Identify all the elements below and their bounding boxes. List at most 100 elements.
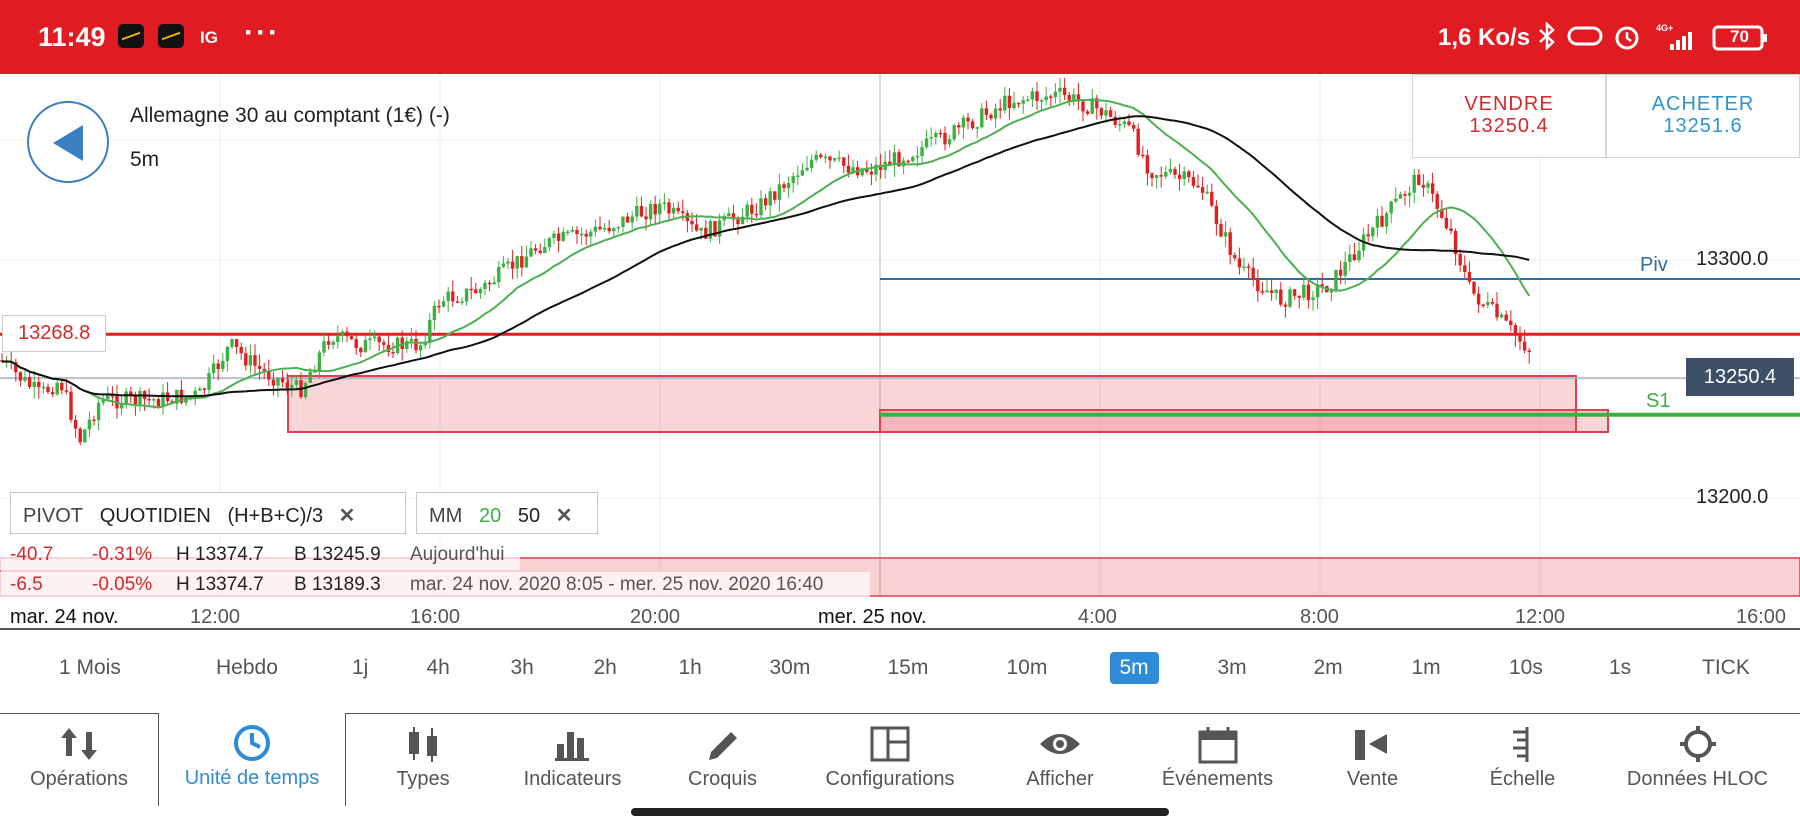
- timeframe-3h[interactable]: 3h: [510, 656, 534, 679]
- candle-body: [556, 233, 561, 241]
- candlestick-series: [0, 77, 1531, 446]
- candle-body: [635, 205, 639, 217]
- candle-body: [483, 282, 487, 290]
- toolbar-evenements[interactable]: Événements: [1140, 714, 1295, 806]
- timeframe-10s[interactable]: 10s: [1509, 656, 1543, 679]
- candle-body: [888, 161, 892, 166]
- moving-average-20: [1, 98, 1531, 409]
- candle-body: [1150, 173, 1154, 179]
- candle-body: [612, 228, 616, 232]
- timeframe-1m[interactable]: 1m: [1411, 656, 1441, 679]
- timeframe-tick[interactable]: TICK: [1702, 656, 1750, 679]
- candle-body: [878, 164, 883, 170]
- timeframe-1-mois[interactable]: 1 Mois: [59, 656, 121, 679]
- crosshair-icon: [1679, 726, 1716, 762]
- time-label: 16:00: [410, 606, 461, 628]
- toolbar-indicateurs[interactable]: Indicateurs: [500, 714, 645, 806]
- candle-body: [1426, 183, 1430, 188]
- candle-body: [1210, 191, 1214, 206]
- candle-body: [1334, 269, 1338, 291]
- close-pivot-icon[interactable]: ✕: [338, 505, 356, 527]
- timeframe-hebdo[interactable]: Hebdo: [216, 656, 278, 679]
- candle-body: [589, 231, 593, 237]
- toolbar-afficher[interactable]: Afficher: [980, 714, 1140, 806]
- y-axis-label: 13300.0: [1696, 248, 1769, 270]
- candle-body: [1223, 232, 1228, 237]
- candle-body: [1030, 91, 1035, 100]
- candle-body: [1435, 193, 1439, 209]
- candle-body: [786, 182, 791, 189]
- candle-body: [1145, 155, 1150, 174]
- timeframe-3m[interactable]: 3m: [1217, 656, 1247, 679]
- scale-icon: [1512, 727, 1528, 762]
- toolbar-echelle[interactable]: Échelle: [1450, 714, 1595, 806]
- timeframe-10m[interactable]: 10m: [1006, 656, 1048, 679]
- toolbar-croquis[interactable]: Croquis: [645, 714, 800, 806]
- pivot-name: PIVOT: [23, 505, 84, 527]
- back-arrow-icon: [53, 125, 83, 161]
- candle-body: [584, 233, 588, 237]
- timeframe-5m[interactable]: 5m: [1109, 652, 1159, 684]
- stats-row-today: -40.7 -0.31% H 13374.7 B 13245.9 Aujourd…: [0, 542, 520, 570]
- candle-body: [133, 394, 138, 405]
- toolbar-types[interactable]: Types: [346, 714, 500, 806]
- timeframe-30m[interactable]: 30m: [769, 656, 811, 679]
- toolbar-donnees-hloc[interactable]: Données HLOC: [1595, 714, 1800, 806]
- candle-body: [1472, 281, 1476, 294]
- candle-body: [961, 117, 966, 128]
- candle-body: [193, 390, 197, 396]
- toolbar-operations[interactable]: Opérations: [0, 714, 158, 806]
- candle-body: [382, 342, 386, 345]
- ma-indicator-chip[interactable]: MM 20 50 ✕: [416, 492, 598, 534]
- candle-body: [211, 363, 216, 373]
- candle-body: [763, 198, 768, 206]
- candle-body: [1233, 254, 1237, 259]
- sell-button[interactable]: VENDRE 13250.4: [1412, 74, 1606, 158]
- timeframe-2m[interactable]: 2m: [1313, 656, 1343, 679]
- timeframe-4h[interactable]: 4h: [426, 656, 450, 679]
- candle-body: [1458, 254, 1462, 266]
- toolbar-label: Afficher: [1026, 768, 1094, 790]
- timeframe-1s[interactable]: 1s: [1609, 656, 1632, 679]
- close-ma-icon[interactable]: ✕: [555, 505, 573, 527]
- horizontal-line-price-tag[interactable]: 13268.8: [2, 315, 107, 352]
- timeframe-2h[interactable]: 2h: [593, 656, 617, 679]
- sell-icon: [1354, 730, 1387, 760]
- back-button[interactable]: [27, 101, 109, 183]
- candle-body: [1357, 250, 1361, 261]
- candle-body: [846, 165, 851, 173]
- timeframe-1j[interactable]: 1j: [352, 656, 369, 679]
- toolbar-unite-de-temps[interactable]: Unité de temps: [158, 713, 346, 806]
- candle-body: [1256, 279, 1260, 292]
- candle-body: [418, 345, 423, 351]
- candle-body: [129, 391, 133, 395]
- candle-body: [1453, 230, 1458, 255]
- candle-body: [1095, 98, 1099, 109]
- toolbar-vente[interactable]: Vente: [1295, 714, 1450, 806]
- candle-body: [1200, 186, 1205, 193]
- candle-body: [386, 344, 391, 352]
- candle-body: [579, 233, 584, 236]
- candle-body: [897, 152, 901, 167]
- buy-button[interactable]: ACHETER 13251.6: [1606, 74, 1800, 158]
- candle-body: [55, 382, 59, 395]
- candle-body: [239, 346, 243, 354]
- candle-body: [1269, 290, 1274, 293]
- timeframe-1h[interactable]: 1h: [678, 656, 702, 679]
- candle-body: [520, 256, 524, 268]
- ma-name: MM: [429, 505, 463, 527]
- candle-body: [814, 154, 818, 160]
- candle-body: [96, 402, 101, 421]
- buy-label: ACHETER: [1651, 93, 1755, 115]
- candle-body: [1375, 215, 1380, 228]
- candle-body: [759, 198, 763, 216]
- candle-body: [1352, 254, 1357, 261]
- toolbar-configurations[interactable]: Configurations: [800, 714, 980, 806]
- timeframe-15m[interactable]: 15m: [887, 656, 929, 679]
- candle-body: [1481, 304, 1485, 307]
- candle-body: [538, 250, 542, 254]
- pivot-indicator-chip[interactable]: PIVOT QUOTIDIEN (H+B+C)/3 ✕: [10, 492, 406, 534]
- candle-body: [451, 291, 455, 302]
- toolbar-label: Indicateurs: [523, 768, 622, 790]
- candle-body: [248, 355, 253, 366]
